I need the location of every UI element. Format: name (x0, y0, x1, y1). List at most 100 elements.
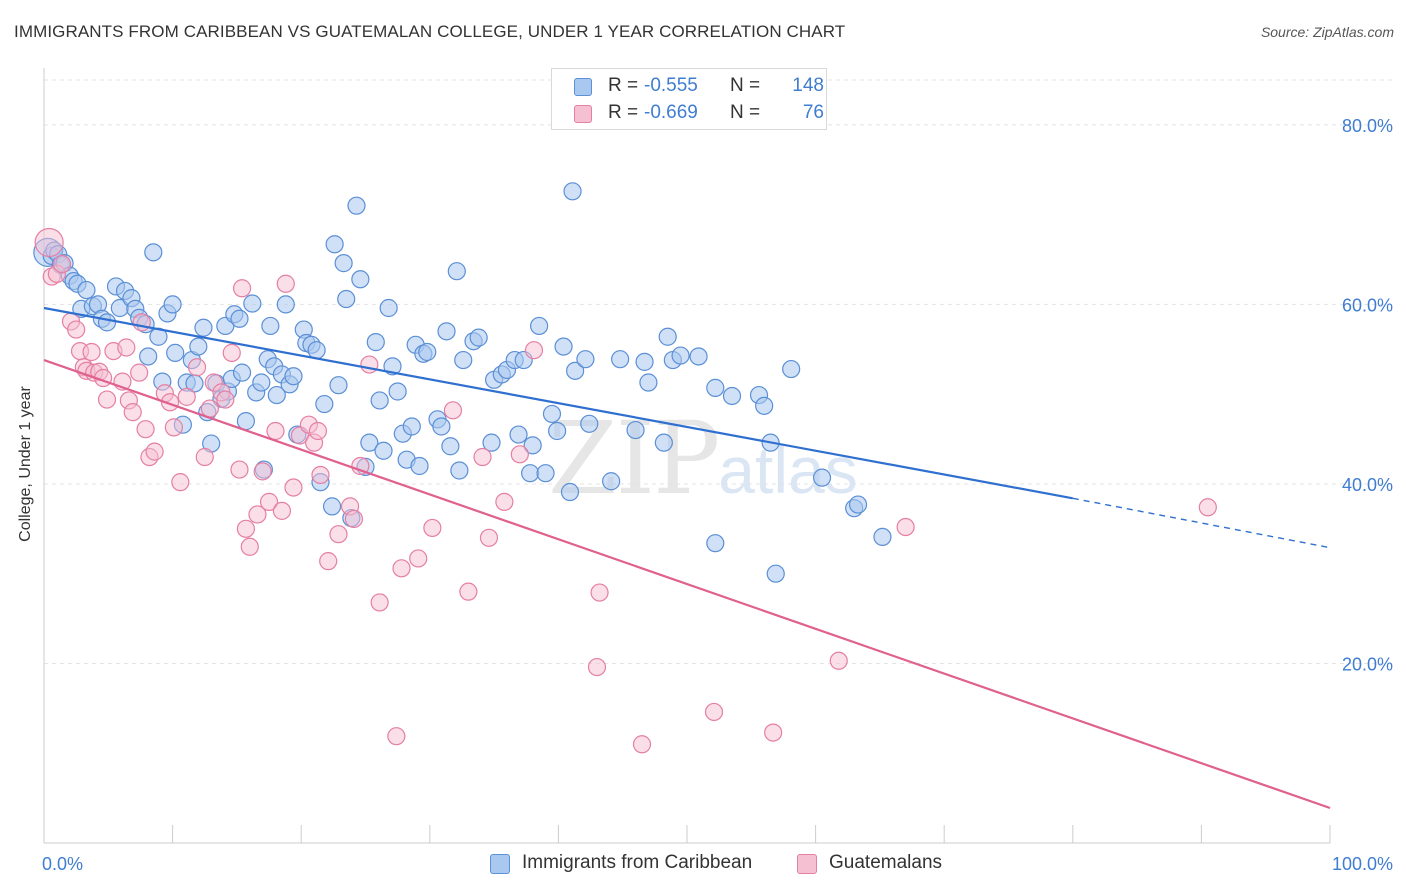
data-point-guatemalan (896, 517, 915, 537)
trend-lines (43, 306, 1331, 810)
data-point-guatemalan (117, 338, 136, 357)
legend-swatch-pink (797, 854, 817, 874)
data-point-guatemalan (145, 442, 164, 461)
data-point-caribbean (523, 436, 542, 455)
data-point-caribbean (654, 433, 673, 452)
data-point-guatemalan (704, 702, 724, 722)
data-point-caribbean (307, 341, 326, 360)
data-point-guatemalan (392, 559, 411, 578)
data-point-guatemalan (344, 509, 364, 529)
data-point-guatemalan (276, 274, 295, 293)
data-point-guatemalan (240, 537, 259, 556)
legend-r-label: R = (608, 102, 639, 123)
data-point-caribbean (873, 527, 892, 547)
data-point-caribbean (329, 376, 348, 395)
legend-swatch-blue (490, 854, 510, 874)
legend-n-label: N = (730, 75, 761, 96)
data-point-caribbean (450, 461, 469, 480)
data-point-guatemalan (248, 505, 267, 524)
axes (43, 68, 1331, 844)
data-point-guatemalan (200, 399, 219, 418)
data-point-caribbean (521, 464, 540, 483)
data-point-caribbean (374, 441, 393, 460)
data-point-guatemalan (829, 651, 848, 670)
data-point-caribbean (671, 346, 690, 365)
data-point-caribbean (261, 316, 280, 336)
data-point-caribbean (635, 352, 654, 371)
series-legend: Immigrants from Caribbean Guatemalans (0, 851, 1406, 879)
data-point-guatemalan (284, 478, 303, 497)
data-point-guatemalan (510, 445, 529, 464)
data-point-caribbean (410, 456, 429, 476)
trend-line-guatemalan (43, 359, 1331, 810)
y-axis-label: College, Under 1 year (17, 386, 34, 542)
data-point-caribbean (360, 433, 379, 452)
data-point-guatemalan (222, 343, 241, 362)
data-point-caribbean (482, 433, 501, 452)
data-point-guatemalan (195, 447, 214, 467)
data-point-guatemalan (259, 492, 279, 511)
legend-swatch-blue (574, 78, 592, 96)
data-point-guatemalan (587, 657, 607, 677)
data-point-caribbean (366, 333, 385, 352)
data-point-caribbean (658, 327, 677, 346)
data-point-guatemalan (351, 456, 370, 476)
y-tick-label: 80.0% (1342, 116, 1393, 136)
y-tick-label: 40.0% (1342, 475, 1393, 495)
data-point-caribbean (388, 382, 407, 401)
series-guatemalan-points (34, 227, 1217, 754)
data-point-guatemalan (632, 735, 652, 754)
legend-r-value: -0.669 (644, 102, 698, 123)
legend-label-caribbean: Immigrants from Caribbean (522, 852, 753, 873)
data-point-guatemalan (360, 355, 379, 374)
data-point-guatemalan (177, 387, 196, 406)
data-point-guatemalan (272, 501, 292, 520)
series-caribbean-points (33, 182, 892, 583)
data-point-caribbean (139, 347, 158, 366)
data-point-guatemalan (97, 390, 117, 409)
data-point-caribbean (602, 472, 621, 491)
data-point-guatemalan (473, 447, 492, 467)
data-point-guatemalan (136, 420, 155, 439)
data-point-guatemalan (67, 320, 86, 339)
data-point-caribbean (560, 482, 580, 502)
data-point-caribbean (166, 343, 185, 362)
data-point-guatemalan (311, 465, 330, 485)
data-point-caribbean (194, 318, 213, 337)
data-point-guatemalan (590, 583, 609, 602)
data-point-guatemalan (171, 473, 190, 492)
x-tick-label: 100.0% (1332, 854, 1393, 874)
data-point-caribbean (766, 564, 785, 583)
data-point-guatemalan (495, 492, 514, 511)
data-point-guatemalan (232, 279, 252, 298)
data-point-caribbean (402, 417, 421, 436)
data-point-caribbean (163, 295, 182, 314)
data-point-caribbean (848, 495, 868, 514)
data-point-guatemalan (164, 418, 183, 437)
data-point-caribbean (276, 295, 295, 314)
data-point-guatemalan (308, 421, 328, 441)
data-point-guatemalan (1198, 498, 1217, 517)
data-point-caribbean (236, 412, 256, 431)
data-point-caribbean (554, 337, 573, 356)
data-point-caribbean (243, 294, 262, 313)
legend-r-label: R = (608, 75, 639, 96)
data-point-guatemalan (409, 549, 428, 568)
legend-n-value: 148 (792, 75, 824, 96)
data-point-caribbean (454, 350, 473, 370)
data-point-caribbean (230, 309, 249, 328)
x-tick-label: 0.0% (42, 854, 83, 874)
data-point-guatemalan (423, 518, 442, 538)
tick-labels: 20.0% 40.0% 60.0% 80.0% 0.0% 100.0% (42, 116, 1393, 874)
data-point-caribbean (315, 394, 334, 414)
data-point-guatemalan (443, 401, 463, 420)
data-point-caribbean (418, 342, 437, 362)
data-point-guatemalan (387, 727, 406, 746)
data-point-caribbean (580, 414, 599, 433)
data-point-caribbean (755, 396, 774, 415)
data-point-guatemalan (34, 227, 64, 258)
data-point-caribbean (370, 391, 389, 410)
data-point-caribbean (626, 420, 645, 440)
legend-n-label: N = (730, 102, 761, 123)
data-point-caribbean (437, 322, 456, 341)
